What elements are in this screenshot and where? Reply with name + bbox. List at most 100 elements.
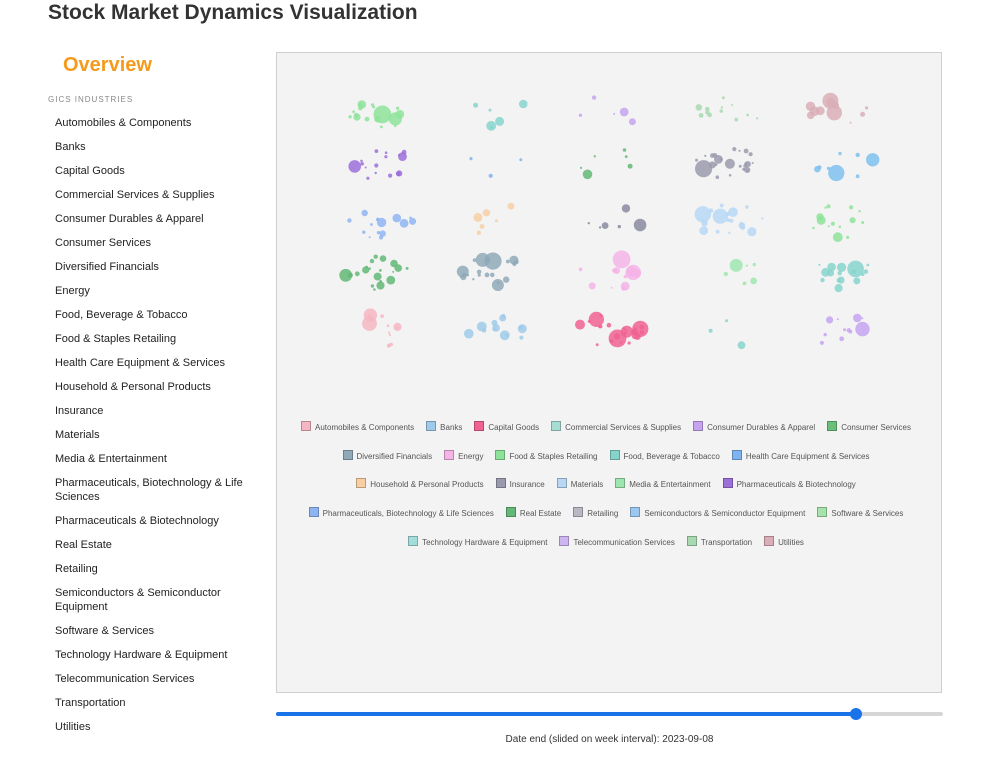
overview-heading[interactable]: Overview: [63, 54, 152, 76]
stock-bubble[interactable]: [353, 113, 361, 121]
stock-bubble[interactable]: [812, 226, 815, 230]
legend-item[interactable]: Telecommunication Services: [559, 529, 675, 558]
stock-bubble[interactable]: [364, 166, 367, 169]
stock-bubble[interactable]: [728, 207, 738, 217]
stock-bubble[interactable]: [398, 152, 407, 161]
sidebar-industry-item[interactable]: Insurance: [55, 405, 104, 417]
stock-bubble[interactable]: [376, 217, 387, 228]
stock-bubble[interactable]: [360, 159, 363, 163]
stock-bubble[interactable]: [579, 166, 583, 169]
stock-bubble[interactable]: [723, 271, 728, 277]
legend-item[interactable]: Media & Entertainment: [615, 471, 711, 500]
industry-cluster[interactable]: [694, 203, 764, 237]
stock-bubble[interactable]: [492, 324, 500, 332]
legend-item[interactable]: Health Care Equipment & Services: [731, 443, 870, 472]
stock-bubble[interactable]: [399, 218, 409, 228]
stock-bubble[interactable]: [761, 217, 764, 220]
stock-bubble[interactable]: [620, 281, 630, 291]
stock-bubble[interactable]: [409, 217, 417, 225]
stock-bubble[interactable]: [728, 231, 731, 234]
stock-bubble[interactable]: [708, 161, 716, 169]
stock-bubble[interactable]: [861, 317, 864, 320]
stock-bubble[interactable]: [731, 103, 734, 106]
stock-bubble[interactable]: [707, 112, 712, 118]
stock-bubble[interactable]: [578, 267, 583, 272]
stock-bubble[interactable]: [838, 225, 842, 229]
stock-bubble[interactable]: [695, 160, 713, 178]
stock-bubble[interactable]: [620, 325, 633, 338]
stock-bubble[interactable]: [827, 269, 835, 277]
industry-cluster[interactable]: [578, 250, 642, 291]
stock-bubble[interactable]: [393, 124, 397, 128]
legend-item[interactable]: Energy: [444, 443, 483, 472]
stock-bubble[interactable]: [715, 175, 720, 179]
stock-bubble[interactable]: [832, 102, 840, 109]
stock-bubble[interactable]: [866, 153, 880, 167]
sidebar-industry-item[interactable]: Energy: [55, 285, 90, 297]
stock-bubble[interactable]: [836, 318, 839, 321]
stock-bubble[interactable]: [348, 115, 352, 119]
stock-bubble[interactable]: [830, 221, 835, 226]
stock-bubble[interactable]: [743, 164, 747, 168]
stock-bubble[interactable]: [379, 230, 386, 237]
stock-bubble[interactable]: [464, 328, 474, 339]
stock-bubble[interactable]: [622, 148, 627, 152]
stock-bubble[interactable]: [339, 268, 353, 282]
legend-item[interactable]: Diversified Financials: [342, 443, 432, 472]
stock-bubble[interactable]: [826, 204, 831, 209]
stock-bubble[interactable]: [476, 269, 482, 275]
stock-bubble[interactable]: [853, 313, 862, 323]
stock-bubble[interactable]: [388, 173, 393, 178]
stock-bubble[interactable]: [823, 332, 827, 337]
industry-cluster[interactable]: [723, 258, 757, 286]
stock-bubble[interactable]: [613, 112, 616, 115]
stock-bubble[interactable]: [374, 115, 381, 123]
stock-bubble[interactable]: [832, 232, 843, 243]
stock-bubble[interactable]: [507, 202, 515, 210]
stock-bubble[interactable]: [519, 158, 523, 162]
stock-bubble[interactable]: [365, 265, 368, 269]
stock-bubble[interactable]: [837, 276, 845, 284]
industry-cluster[interactable]: [819, 313, 870, 345]
stock-bubble[interactable]: [729, 258, 743, 272]
stock-bubble[interactable]: [376, 217, 380, 221]
industry-cluster[interactable]: [347, 209, 417, 240]
stock-bubble[interactable]: [752, 262, 756, 267]
stock-bubble[interactable]: [866, 263, 870, 267]
stock-bubble[interactable]: [393, 322, 402, 331]
stock-bubble[interactable]: [472, 258, 477, 262]
stock-bubble[interactable]: [388, 333, 391, 337]
stock-bubble[interactable]: [595, 343, 599, 347]
industry-cluster[interactable]: [805, 92, 869, 124]
stock-bubble[interactable]: [849, 121, 852, 124]
stock-bubble[interactable]: [362, 230, 366, 234]
stock-bubble[interactable]: [751, 162, 754, 164]
stock-bubble[interactable]: [719, 203, 724, 208]
stock-bubble[interactable]: [627, 341, 631, 345]
stock-bubble[interactable]: [588, 282, 596, 290]
stock-bubble[interactable]: [617, 224, 621, 229]
stock-bubble[interactable]: [828, 164, 845, 182]
legend-item[interactable]: Food & Staples Retailing: [495, 443, 598, 472]
stock-bubble[interactable]: [704, 154, 707, 157]
stock-bubble[interactable]: [860, 111, 866, 117]
legend-item[interactable]: Utilities: [764, 529, 804, 558]
sidebar-industry-item[interactable]: Capital Goods: [55, 165, 125, 177]
stock-bubble[interactable]: [473, 213, 483, 222]
stock-bubble[interactable]: [361, 209, 368, 217]
stock-bubble[interactable]: [373, 254, 378, 259]
stock-bubble[interactable]: [370, 223, 373, 226]
stock-bubble[interactable]: [698, 113, 704, 118]
stock-bubble[interactable]: [838, 151, 842, 156]
stock-bubble[interactable]: [499, 330, 510, 341]
stock-bubble[interactable]: [373, 288, 376, 291]
stock-bubble[interactable]: [712, 208, 728, 224]
stock-bubble[interactable]: [756, 117, 759, 120]
stock-bubble[interactable]: [720, 106, 724, 109]
legend-item[interactable]: Household & Personal Products: [356, 471, 484, 500]
stock-bubble[interactable]: [469, 157, 473, 161]
stock-bubble[interactable]: [827, 262, 836, 272]
stock-bubble[interactable]: [745, 264, 748, 267]
sidebar-industry-item[interactable]: Utilities: [55, 721, 91, 733]
industry-cluster[interactable]: [818, 260, 870, 293]
